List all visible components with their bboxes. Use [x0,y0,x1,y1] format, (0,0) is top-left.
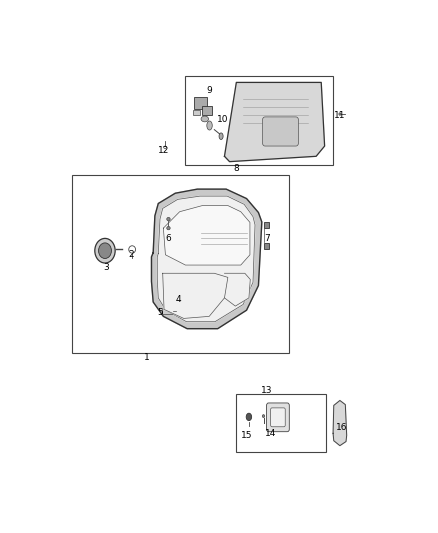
Bar [202,106,212,115]
Text: 11: 11 [334,111,346,120]
Ellipse shape [262,415,265,417]
Polygon shape [152,189,262,329]
FancyBboxPatch shape [271,408,285,427]
Text: 15: 15 [241,431,252,440]
Ellipse shape [95,238,115,263]
Polygon shape [224,83,325,161]
Bar [162,309,173,314]
Bar [193,109,200,115]
Ellipse shape [99,243,111,259]
Text: 9: 9 [206,86,212,95]
Bar [72,175,289,353]
Ellipse shape [246,413,251,421]
Bar [237,394,326,452]
Ellipse shape [219,133,223,140]
Text: 13: 13 [261,386,273,395]
Text: 12: 12 [158,146,169,155]
Text: 5: 5 [157,308,163,317]
Text: 4: 4 [176,295,181,304]
FancyBboxPatch shape [267,403,290,432]
Polygon shape [163,206,250,265]
Text: 10: 10 [217,115,229,124]
Text: 14: 14 [265,429,276,438]
Polygon shape [162,273,228,318]
Text: 6: 6 [166,234,171,243]
Bar [264,243,268,248]
Bar [180,298,187,303]
Bar [194,97,207,109]
Polygon shape [333,400,346,446]
Text: 1: 1 [144,353,149,362]
Polygon shape [224,273,250,306]
Ellipse shape [167,227,170,230]
Bar [264,222,268,228]
Text: 2: 2 [128,251,134,259]
Text: 16: 16 [336,423,347,432]
Ellipse shape [201,116,208,122]
Text: 3: 3 [103,263,109,272]
Ellipse shape [339,113,341,115]
Ellipse shape [167,217,170,221]
Bar [185,76,333,165]
FancyBboxPatch shape [262,117,298,146]
Ellipse shape [207,121,212,130]
Text: 7: 7 [264,234,270,243]
Polygon shape [157,196,255,322]
Text: 8: 8 [233,164,239,173]
